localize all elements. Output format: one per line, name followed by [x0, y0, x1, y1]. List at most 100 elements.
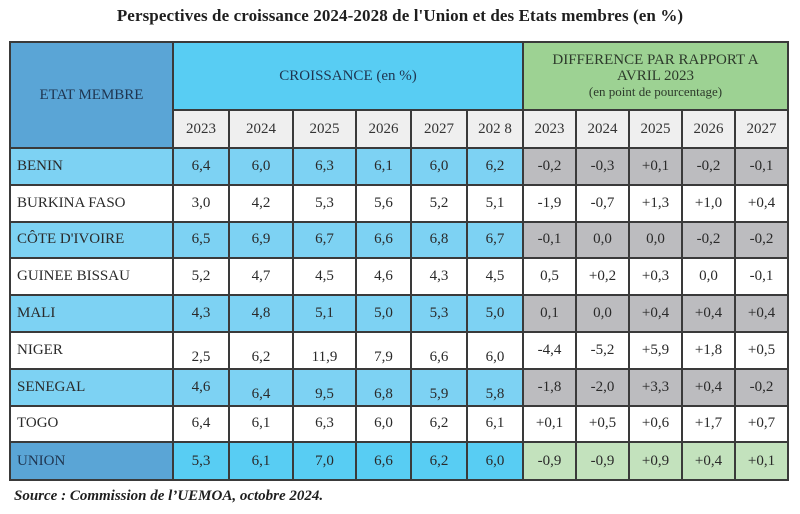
growth-value: 6,0 — [466, 330, 524, 370]
table-row: SENEGAL 4,6 6,4 9,5 6,8 5,9 5,8 -1,8 -2,0 +3,3 +0,… — [9, 367, 790, 407]
growth-value: 4,5 — [292, 257, 357, 297]
growth-table: ETAT MEMBRE CROISSANCE (en %) DIFFERENCE… — [9, 41, 790, 482]
growth-value: 4,8 — [228, 294, 294, 333]
growth-year-header: 2024 — [228, 109, 294, 149]
difference-value: 0,0 — [575, 220, 630, 260]
difference-value: -0,1 — [522, 220, 577, 260]
difference-value: +0,4 — [733, 294, 790, 333]
growth-value: 5,0 — [466, 294, 524, 333]
growth-value: 6,3 — [292, 147, 357, 186]
growth-value: 6,0 — [228, 147, 294, 186]
state-name: BURKINA FASO — [9, 183, 174, 223]
union-row: UNION 5,3 6,1 7,0 6,6 6,2 6,0 -0,9 -0,9 +0,9 +0,4 +… — [9, 441, 790, 482]
growth-value: 4,6 — [172, 367, 230, 407]
growth-value: 11,9 — [292, 330, 357, 370]
growth-value: 6,2 — [410, 441, 468, 482]
state-name: UNION — [9, 441, 174, 482]
growth-value: 4,3 — [410, 257, 468, 297]
difference-year-header: 2025 — [628, 109, 683, 149]
difference-value: -4,4 — [522, 330, 577, 370]
difference-value: -1,8 — [522, 367, 577, 407]
difference-header-line1: DIFFERENCE PAR RAPPORT A — [552, 52, 759, 68]
difference-value: +0,7 — [733, 404, 790, 444]
difference-value: +0,3 — [628, 257, 683, 297]
growth-year-header: 2025 — [292, 109, 357, 149]
growth-value: 5,9 — [410, 367, 468, 407]
difference-value: 0,1 — [522, 294, 577, 333]
growth-value: 6,6 — [410, 330, 468, 370]
state-name: BENIN — [9, 147, 174, 186]
growth-year-header: 2023 — [172, 109, 230, 149]
growth-value: 4,5 — [466, 257, 524, 297]
difference-header-subtitle: (en point de pourcentage) — [588, 84, 723, 99]
difference-value: 0,0 — [628, 220, 683, 260]
table-row: GUINEE BISSAU 5,2 4,7 4,5 4,6 4,3 4,5 0,5 +0,2 +0… — [9, 257, 790, 297]
growth-value: 4,6 — [355, 257, 412, 297]
difference-value: +1,0 — [681, 183, 736, 223]
difference-value: -0,2 — [681, 147, 736, 186]
difference-value: +1,8 — [681, 330, 736, 370]
growth-value: 4,2 — [228, 183, 294, 223]
growth-value: 5,1 — [292, 294, 357, 333]
difference-year-header: 2027 — [733, 109, 790, 149]
difference-value: -0,7 — [575, 183, 630, 223]
header-row-years: 2023 2024 2025 2026 2027 202 8 2023 2024 2025 202… — [10, 109, 790, 149]
growth-value: 5,3 — [410, 294, 468, 333]
difference-value: -0,2 — [522, 147, 577, 186]
growth-group-header: CROISSANCE (en %) — [172, 41, 524, 111]
growth-value: 5,1 — [466, 183, 524, 223]
difference-value: -1,9 — [522, 183, 577, 223]
difference-value: 0,0 — [681, 257, 736, 297]
growth-value: 7,9 — [355, 330, 412, 370]
growth-value: 6,5 — [172, 220, 230, 260]
growth-value: 5,3 — [172, 441, 230, 482]
difference-value: -2,0 — [575, 367, 630, 407]
state-column-header: ETAT MEMBRE — [9, 41, 174, 149]
growth-value: 4,3 — [172, 294, 230, 333]
table-row: TOGO 6,4 6,1 6,3 6,0 6,2 6,1 +0,1 +0,5 +0,6 +1,7 +0… — [9, 404, 790, 444]
growth-value: 6,6 — [355, 441, 412, 482]
difference-value: -0,9 — [575, 441, 630, 482]
difference-value: +0,1 — [522, 404, 577, 444]
growth-value: 6,9 — [228, 220, 294, 260]
state-name: CÔTE D'IVOIRE — [9, 220, 174, 260]
difference-year-header: 2024 — [575, 109, 630, 149]
table-title: Perspectives de croissance 2024-2028 de … — [116, 6, 684, 25]
growth-value: 6,1 — [228, 441, 294, 482]
growth-value: 4,7 — [228, 257, 294, 297]
growth-value: 5,0 — [355, 294, 412, 333]
growth-value: 5,8 — [466, 367, 524, 407]
growth-value: 5,6 — [355, 183, 412, 223]
growth-value: 6,8 — [355, 367, 412, 407]
growth-value: 6,6 — [355, 220, 412, 260]
growth-value: 6,1 — [466, 404, 524, 444]
growth-value: 7,0 — [292, 441, 357, 482]
difference-value: +0,5 — [733, 330, 790, 370]
difference-value: +0,4 — [628, 294, 683, 333]
difference-value: +0,4 — [733, 183, 790, 223]
growth-value: 6,2 — [410, 404, 468, 444]
table-row: CÔTE D'IVOIRE 6,5 6,9 6,7 6,6 6,8 6,7 -0,1 0,0 0,… — [9, 220, 790, 260]
difference-group-header: DIFFERENCE PAR RAPPORT A AVRIL 2023 (en … — [521, 41, 790, 111]
table-row: MALI 4,3 4,8 5,1 5,0 5,3 5,0 0,1 0,0 +0,4 +0,4 +0,4 — [9, 294, 790, 333]
difference-value: +1,3 — [628, 183, 683, 223]
difference-year-header: 2026 — [681, 109, 736, 149]
growth-year-header: 2027 — [410, 109, 468, 149]
difference-value: -0,1 — [733, 147, 790, 186]
growth-value: 6,1 — [228, 404, 294, 444]
growth-value: 6,1 — [355, 147, 412, 186]
difference-value: 0,5 — [522, 257, 577, 297]
growth-value: 6,4 — [172, 147, 230, 186]
difference-value: -0,2 — [733, 367, 790, 407]
difference-value: +0,4 — [681, 441, 736, 482]
growth-value: 5,2 — [172, 257, 230, 297]
growth-value: 6,0 — [410, 147, 468, 186]
difference-value: +0,4 — [681, 367, 736, 407]
difference-header-line2: AVRIL 2023 — [616, 68, 695, 84]
difference-value: +0,6 — [628, 404, 683, 444]
growth-value: 6,4 — [172, 404, 230, 444]
growth-year-header: 202 8 — [466, 109, 524, 149]
growth-value: 6,8 — [410, 220, 468, 260]
state-name: SENEGAL — [9, 367, 174, 407]
difference-year-header: 2023 — [522, 109, 577, 149]
